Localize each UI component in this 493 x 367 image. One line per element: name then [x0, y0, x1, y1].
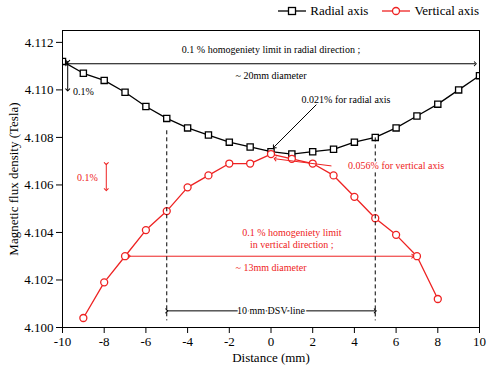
svg-text:10 mm DSV line: 10 mm DSV line [237, 305, 305, 316]
svg-text:-6: -6 [140, 334, 151, 349]
svg-text:6: 6 [393, 334, 400, 349]
svg-text:0.1 % homogeniety limit: 0.1 % homogeniety limit [242, 227, 342, 238]
svg-text:Magnetic flux density (Tesla): Magnetic flux density (Tesla) [6, 102, 21, 255]
svg-text:4: 4 [351, 334, 358, 349]
svg-text:~ 13mm diameter: ~ 13mm diameter [236, 262, 308, 273]
svg-text:0.1%: 0.1% [73, 86, 94, 97]
svg-text:0: 0 [268, 334, 275, 349]
svg-text:10: 10 [473, 334, 486, 349]
svg-text:0.021% for radial axis: 0.021% for radial axis [302, 94, 391, 105]
svg-text:2: 2 [309, 334, 316, 349]
html-text:Vertical axis: Vertical axis [414, 3, 479, 18]
svg-text:4.106: 4.106 [24, 177, 54, 192]
svg-text:0.1 % homogeniety limit in rad: 0.1 % homogeniety limit in radial direct… [182, 44, 361, 55]
svg-text:0.1%: 0.1% [77, 172, 98, 183]
svg-text:4.108: 4.108 [24, 130, 53, 145]
svg-text:Distance (mm): Distance (mm) [232, 350, 310, 365]
svg-text:0.056% for vertical axis: 0.056% for vertical axis [348, 160, 444, 171]
svg-text:4.110: 4.110 [25, 82, 54, 97]
html-text:Radial axis: Radial axis [310, 3, 369, 18]
svg-text:-10: -10 [54, 334, 71, 349]
svg-text:in vertical direction ;: in vertical direction ; [250, 239, 334, 250]
svg-text:-2: -2 [224, 334, 235, 349]
svg-text:4.112: 4.112 [25, 35, 54, 50]
svg-text:-4: -4 [182, 334, 193, 349]
svg-text:4.102: 4.102 [24, 272, 53, 287]
svg-text:8: 8 [435, 334, 442, 349]
svg-text:-8: -8 [99, 334, 110, 349]
svg-text:4.100: 4.100 [24, 320, 53, 335]
svg-text:4.104: 4.104 [24, 225, 54, 240]
svg-text:~ 20mm diameter: ~ 20mm diameter [236, 70, 308, 81]
